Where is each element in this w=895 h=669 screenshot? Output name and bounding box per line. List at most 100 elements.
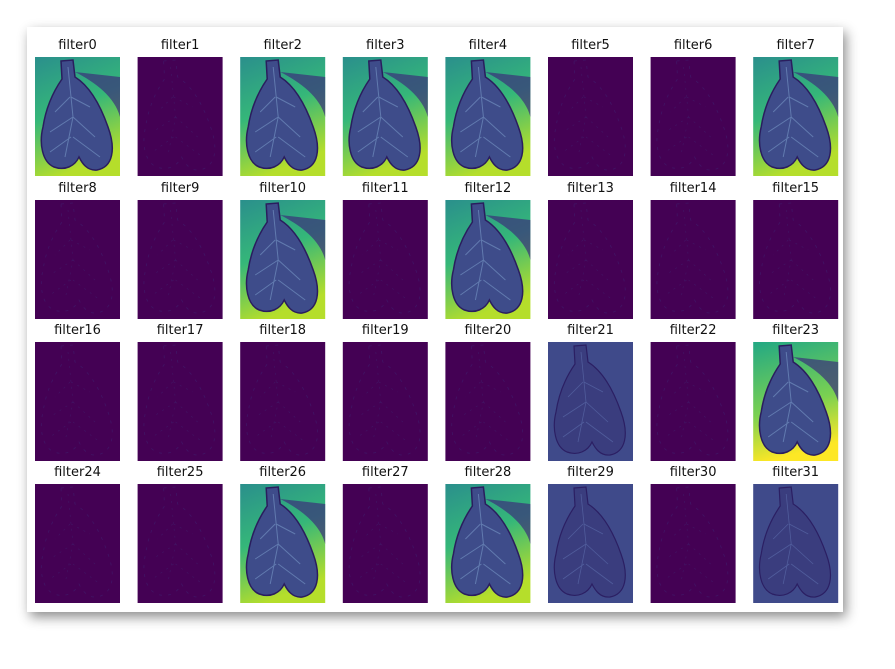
filter-image (35, 484, 120, 603)
map-bg (445, 342, 531, 461)
map-shadow (485, 215, 531, 260)
leaf (450, 202, 524, 314)
filter-image (342, 342, 428, 461)
leaf-edge (656, 202, 729, 314)
filter-label: filter16 (54, 323, 101, 338)
leaf (758, 59, 832, 171)
filter-label: filter2 (263, 38, 302, 53)
filter-label: filter14 (670, 181, 717, 196)
filter-image (445, 57, 531, 176)
filter-label: filter15 (772, 181, 819, 196)
map-shadow (280, 215, 326, 260)
leaf (245, 202, 319, 314)
leaf (553, 344, 626, 456)
leaf-veins (562, 66, 614, 158)
filter-label: filter7 (776, 38, 815, 53)
leaf-edge (656, 486, 729, 598)
leaf-veins (254, 209, 306, 301)
filter-label: filter24 (54, 465, 101, 480)
leaf-veins (152, 493, 203, 585)
filter-label: filter10 (259, 181, 306, 196)
filter-label: filter28 (465, 465, 512, 480)
filter-image (35, 200, 120, 319)
filter-image (445, 200, 531, 319)
leaf (758, 344, 832, 456)
map-bg (137, 57, 223, 176)
filter-image (342, 484, 428, 603)
leaf (245, 486, 319, 598)
leaf-veins (768, 209, 819, 301)
leaf-veins (767, 351, 819, 443)
filter-label: filter20 (465, 323, 512, 338)
filter-image (240, 200, 326, 319)
filter-image (753, 484, 839, 603)
filter-image (445, 484, 531, 603)
filter-image (445, 342, 531, 461)
filter-label: filter3 (366, 38, 405, 53)
filter-image (137, 484, 223, 603)
filter-image (650, 200, 736, 319)
filter-label: filter9 (161, 181, 200, 196)
map-bg (650, 57, 736, 176)
map-bg (35, 484, 120, 603)
filter-image (240, 342, 326, 461)
map-shadow (75, 72, 120, 117)
filter-label: filter11 (362, 181, 409, 196)
leaf-veins (152, 209, 203, 301)
map-bg (753, 200, 839, 319)
leaf-veins (49, 493, 101, 585)
leaf-veins (255, 351, 306, 443)
leaf-veins (460, 493, 511, 585)
leaf-edge (40, 486, 113, 598)
filter-image (650, 342, 736, 461)
filter-label: filter19 (362, 323, 409, 338)
filter-image (342, 57, 428, 176)
leaf-veins (49, 209, 101, 301)
leaf-edge (143, 486, 216, 598)
leaf-edge (40, 202, 113, 314)
leaf-veins (49, 66, 101, 158)
leaf-veins (49, 351, 101, 443)
map-bg (342, 342, 428, 461)
leaf (245, 59, 319, 171)
filter-label: filter29 (567, 465, 614, 480)
leaf-edge (348, 202, 421, 314)
map-bg (548, 57, 633, 176)
filter-label: filter13 (567, 181, 614, 196)
filter-image (342, 200, 428, 319)
leaf-veins (562, 351, 614, 443)
filter-image (650, 57, 736, 176)
filter-image (35, 342, 120, 461)
leaf-edge (143, 344, 216, 456)
filter-label: filter18 (259, 323, 306, 338)
leaf-veins (357, 66, 409, 158)
leaf-veins (665, 209, 716, 301)
filter-image (548, 200, 633, 319)
map-shadow (280, 499, 326, 544)
leaf-veins (152, 66, 203, 158)
map-bg (35, 200, 120, 319)
filter-label: filter0 (58, 38, 97, 53)
filter-label: filter27 (362, 465, 409, 480)
leaf (450, 486, 524, 598)
leaf-veins (357, 351, 408, 443)
leaf-veins (665, 66, 716, 158)
map-bg (240, 342, 326, 461)
filter-label: filter4 (469, 38, 508, 53)
leaf-veins (152, 351, 203, 443)
leaf-veins (357, 493, 408, 585)
leaf-veins (460, 66, 511, 158)
filter-image (753, 342, 839, 461)
filter-label: filter1 (161, 38, 200, 53)
map-bg (35, 342, 120, 461)
filter-label: filter5 (571, 38, 610, 53)
filter-image (137, 57, 223, 176)
leaf-veins (767, 493, 819, 585)
leaf-edge (759, 202, 831, 314)
map-bg (650, 484, 736, 603)
filter-label: filter21 (567, 323, 614, 338)
filter-image (240, 484, 326, 603)
map-shadow (485, 72, 531, 117)
leaf (348, 59, 421, 171)
map-shadow (485, 499, 531, 544)
